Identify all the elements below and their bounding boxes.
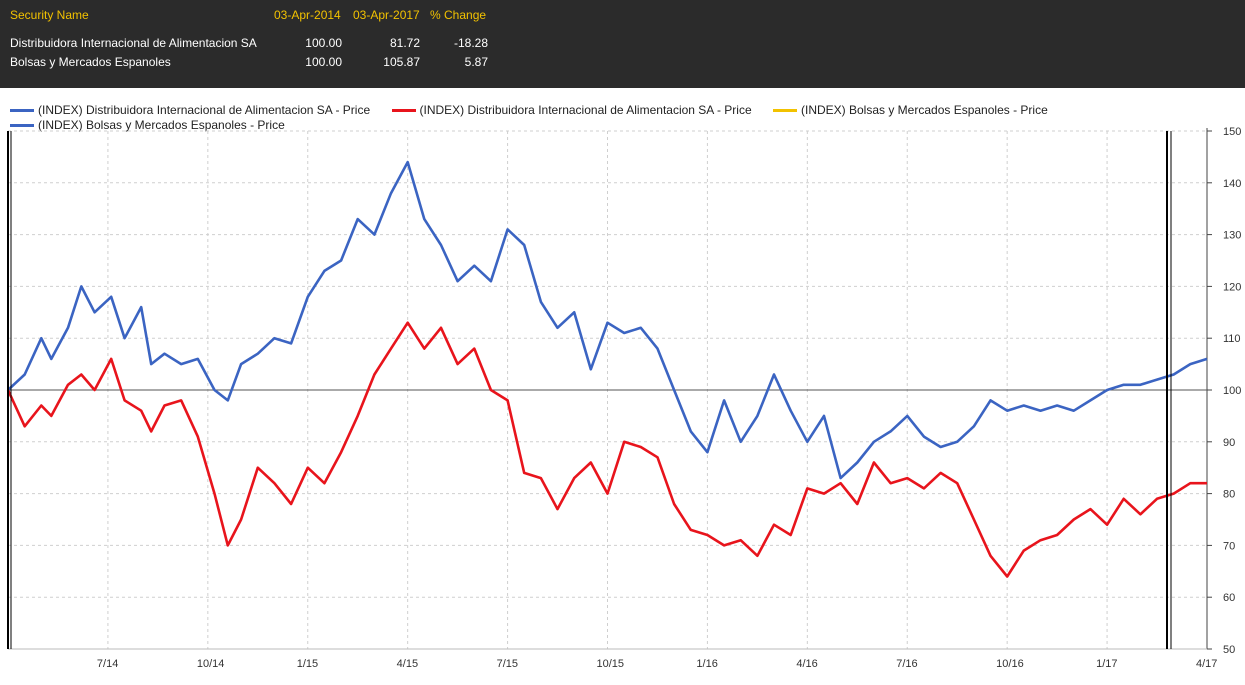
x-tick-label: 1/16: [696, 658, 717, 670]
y-tick-label: 110: [1223, 333, 1241, 345]
header-security-name: Security Name: [10, 8, 89, 22]
x-tick-label: 7/16: [896, 658, 917, 670]
y-tick-label: 140: [1223, 178, 1241, 190]
row-2-start: 100.00: [305, 55, 342, 69]
legend-item: (INDEX) Bolsas y Mercados Espanoles - Pr…: [773, 103, 1048, 117]
x-tick-label: 1/17: [1096, 658, 1117, 670]
legend: (INDEX) Distribuidora Internacional de A…: [10, 103, 1066, 117]
legend-item: (INDEX) Bolsas y Mercados Espanoles - Pr…: [10, 118, 285, 132]
summary-table: Security Name 03-Apr-2014 03-Apr-2017 % …: [0, 0, 1245, 88]
x-tick-label: 10/15: [597, 658, 625, 670]
x-tick-label: 7/15: [497, 658, 518, 670]
row-1-name: Distribuidora Internacional de Alimentac…: [10, 36, 257, 50]
y-tick-label: 50: [1223, 644, 1235, 656]
y-tick-label: 90: [1223, 437, 1235, 449]
header-pct-change: % Change: [430, 8, 487, 22]
legend-item: (INDEX) Distribuidora Internacional de A…: [10, 103, 370, 117]
y-tick-label: 100: [1223, 385, 1241, 397]
x-tick-label: 4/17: [1196, 658, 1217, 670]
series-line-1: [7, 160, 1208, 480]
legend-row-2: (INDEX) Bolsas y Mercados Espanoles - Pr…: [10, 118, 303, 132]
legend-label: (INDEX) Bolsas y Mercados Espanoles - Pr…: [38, 118, 285, 132]
x-tick-label: 1/15: [297, 658, 318, 670]
legend-label: (INDEX) Distribuidora Internacional de A…: [419, 103, 752, 117]
row-2-end: 105.87: [383, 55, 420, 69]
legend-item: (INDEX) Distribuidora Internacional de A…: [391, 103, 752, 117]
row-1-start: 100.00: [305, 36, 342, 50]
row-2-change: 5.87: [464, 55, 488, 69]
header-start-date: 03-Apr-2014: [274, 8, 341, 22]
row-1-change: -18.28: [453, 36, 488, 50]
legend-swatch: [773, 109, 797, 113]
legend-swatch: [10, 109, 34, 113]
series-line-2: [6, 321, 1207, 578]
y-tick-label: 150: [1223, 126, 1241, 138]
row-1-end: 81.72: [389, 36, 420, 50]
y-tick-label: 60: [1223, 592, 1235, 604]
y-tick-label: 80: [1223, 489, 1235, 501]
line-chart: 50 60 70 80 90 100 110 120 130 140 150 7/14 10/14 1/1…: [6, 126, 1241, 670]
y-tick-label: 130: [1223, 230, 1241, 242]
x-tick-label: 7/14: [97, 658, 118, 670]
header-end-date: 03-Apr-2017: [353, 8, 420, 22]
x-tick-label: 4/16: [796, 658, 817, 670]
legend-label: (INDEX) Bolsas y Mercados Espanoles - Pr…: [801, 103, 1048, 117]
y-tick-label: 70: [1223, 540, 1235, 552]
chart-area: (INDEX) Distribuidora Internacional de A…: [0, 88, 1245, 685]
legend-label: (INDEX) Distribuidora Internacional de A…: [38, 103, 371, 117]
legend-swatch: [10, 124, 34, 128]
x-tick-label: 10/14: [197, 658, 225, 670]
x-tick-label: 4/15: [397, 658, 418, 670]
y-tick-label: 120: [1223, 281, 1241, 293]
x-tick-label: 10/16: [996, 658, 1024, 670]
row-2-name: Bolsas y Mercados Espanoles: [10, 55, 171, 69]
legend-swatch: [391, 109, 416, 113]
